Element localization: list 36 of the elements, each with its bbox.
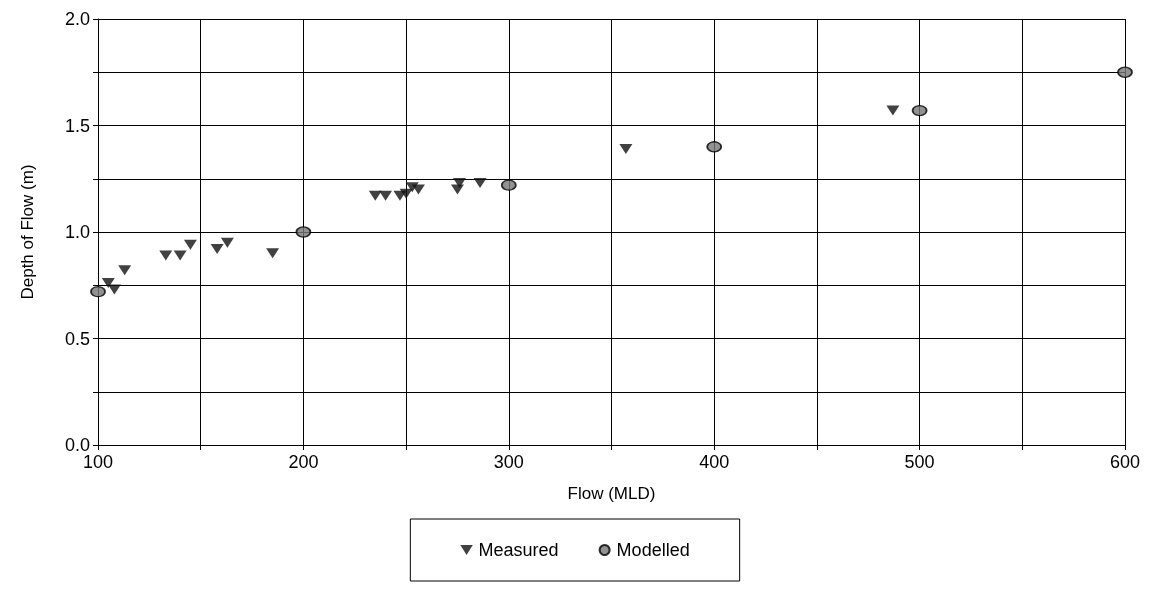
y-axis-title: Depth of Flow (m) — [18, 164, 37, 300]
x-tick-label: 600 — [1109, 452, 1141, 472]
point — [411, 184, 425, 195]
x-tick-label: 500 — [904, 452, 935, 472]
x-tick-label: 200 — [288, 452, 319, 472]
point — [159, 250, 173, 261]
point — [90, 285, 106, 298]
point — [220, 237, 234, 248]
point — [886, 105, 900, 116]
point — [619, 143, 633, 154]
y-tick-label: 1.5 — [64, 115, 90, 136]
point — [118, 265, 132, 276]
point — [379, 190, 393, 201]
point — [183, 239, 197, 250]
point — [473, 178, 487, 189]
legend-label: Measured — [478, 540, 559, 560]
text: 2.0 — [64, 9, 90, 29]
point — [295, 226, 312, 238]
x-tick-label: 100 — [82, 452, 114, 472]
point — [1117, 66, 1133, 78]
point — [911, 104, 928, 117]
point — [210, 244, 224, 255]
point — [266, 248, 280, 259]
point — [706, 141, 722, 153]
x-tick-label: 300 — [493, 452, 524, 472]
point — [501, 179, 517, 191]
y-tick-label: 0.5 — [64, 328, 90, 349]
point — [368, 190, 382, 201]
point — [101, 278, 115, 289]
point — [173, 250, 187, 261]
x-axis-title: Flow (MLD) — [567, 484, 656, 503]
text: 1.0 — [64, 222, 90, 242]
point — [453, 178, 466, 189]
text: 0.0 — [64, 435, 90, 455]
x-tick-label: 400 — [699, 452, 730, 472]
legend-label: Modelled — [616, 540, 690, 560]
